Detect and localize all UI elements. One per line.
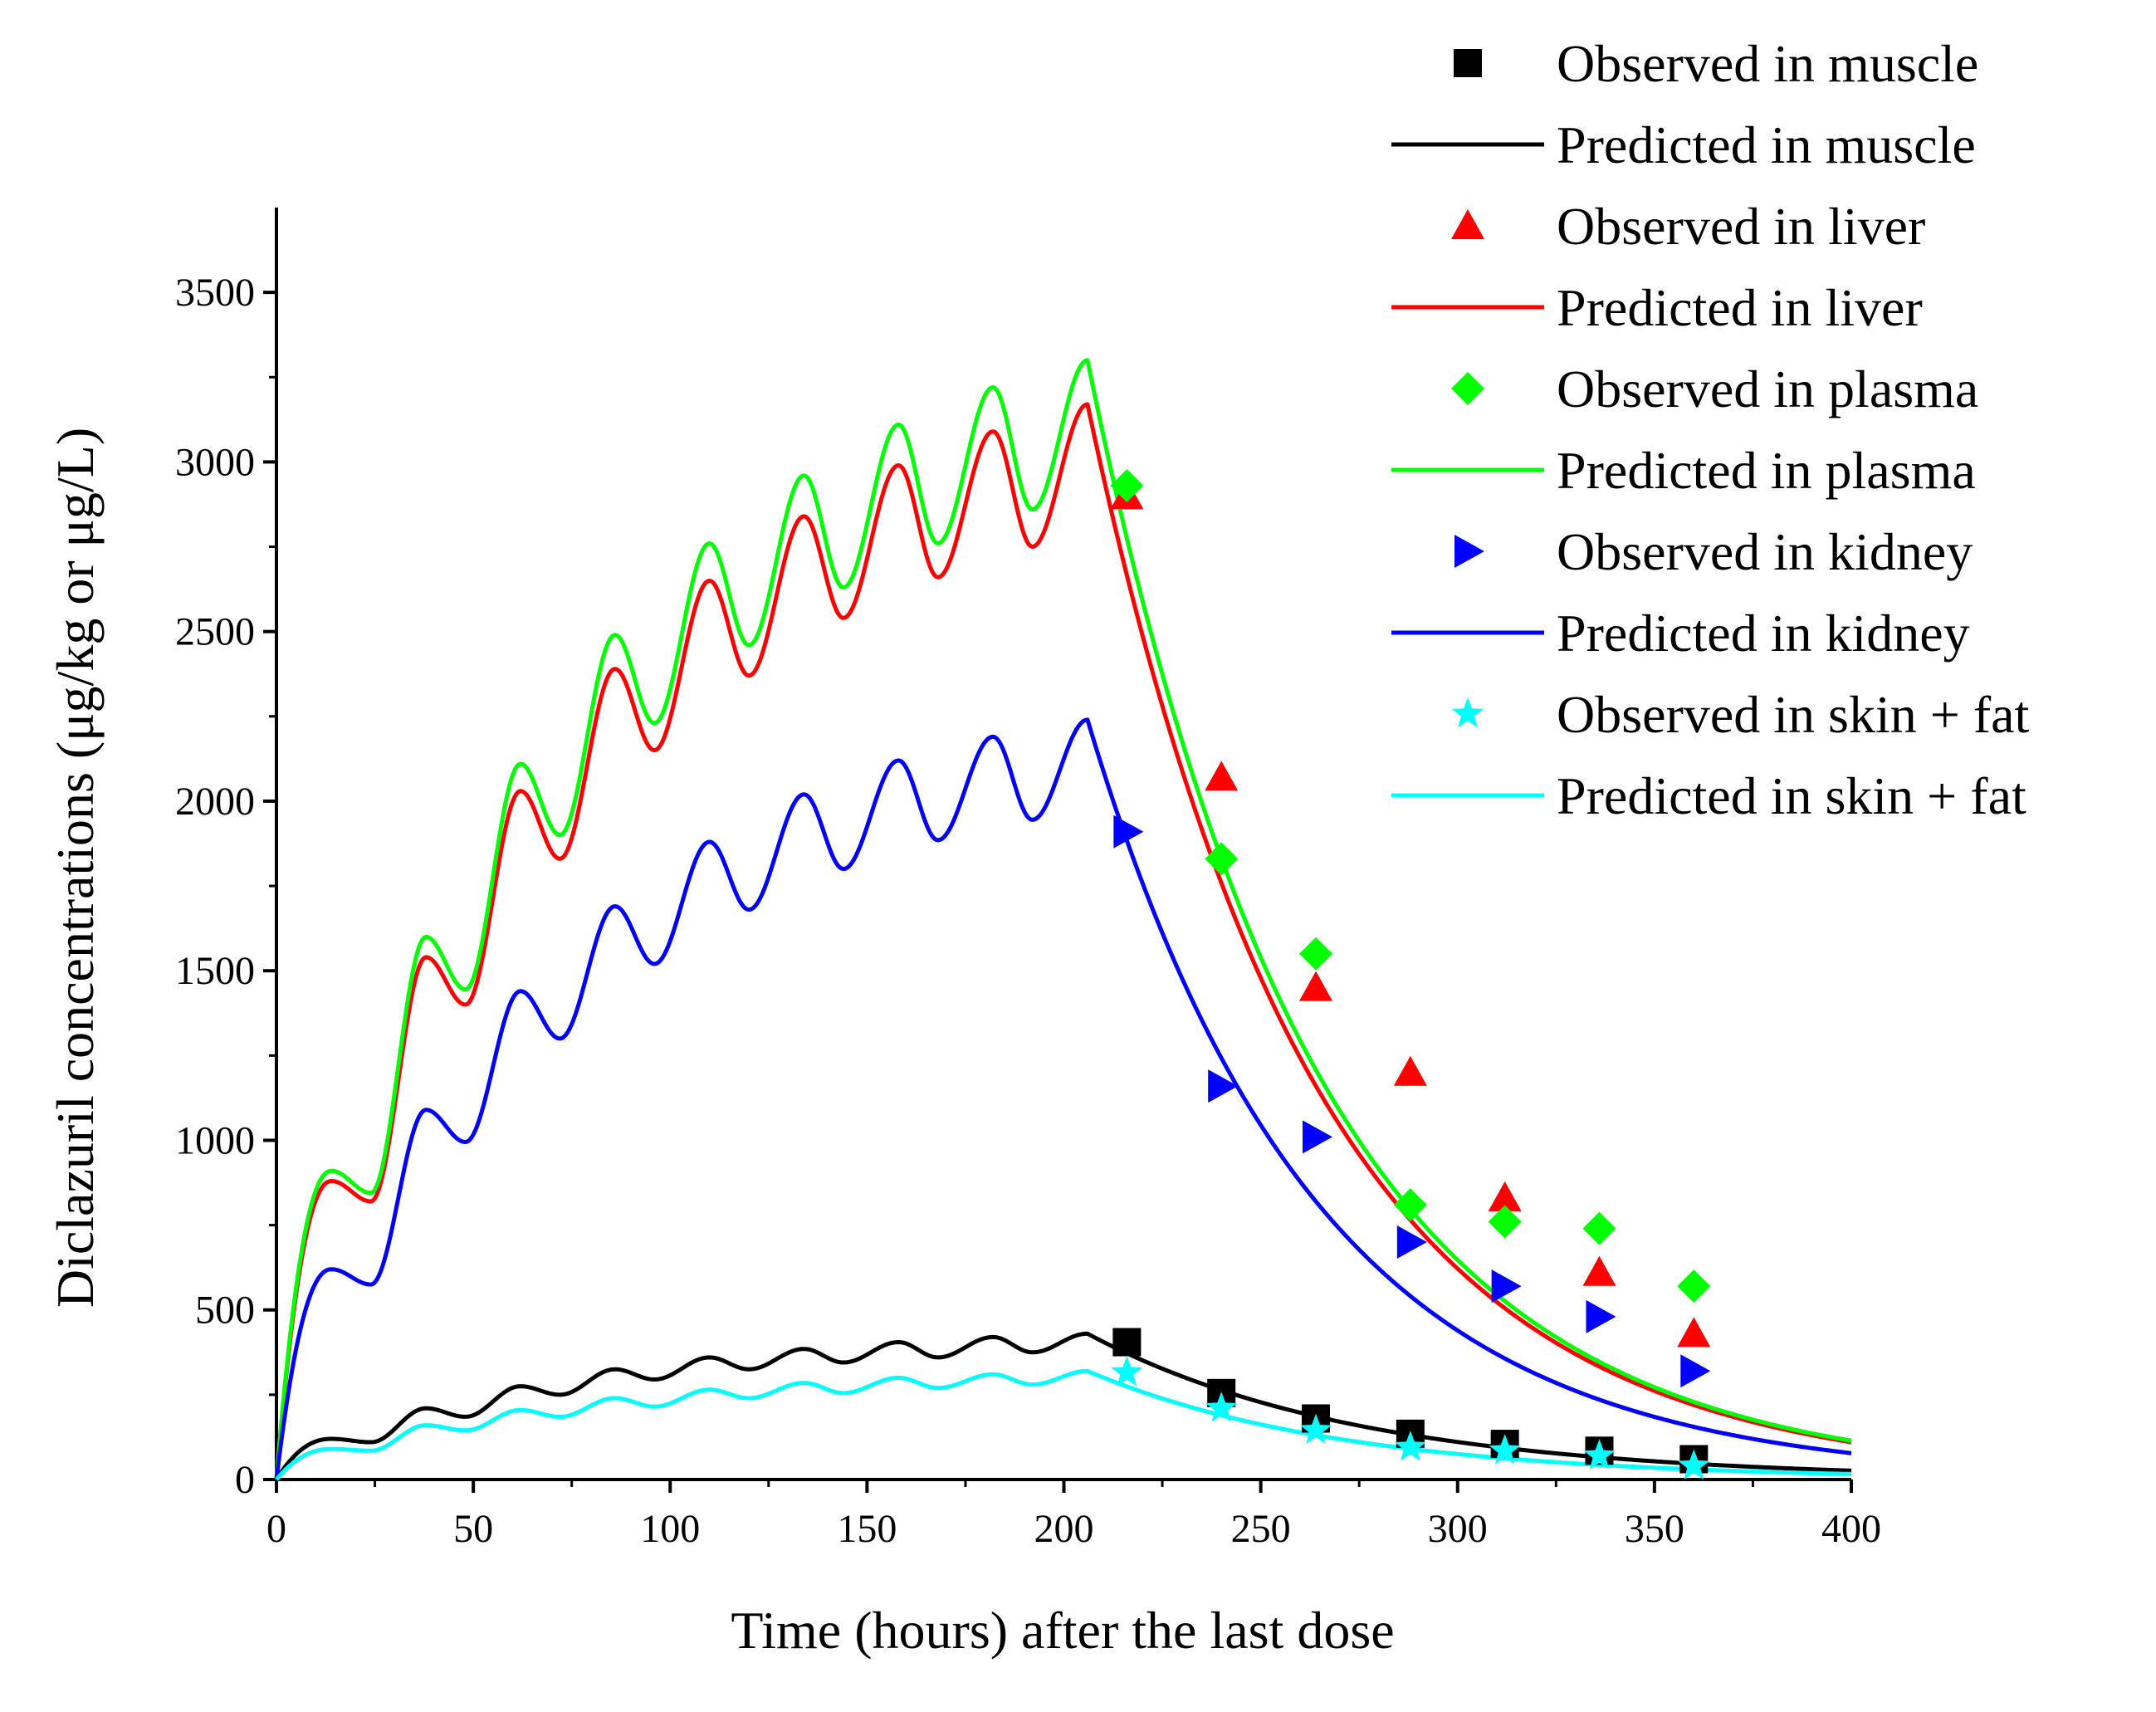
y-tick-label: 0 xyxy=(235,1458,255,1502)
observed-in-liver-point xyxy=(1488,1181,1522,1211)
legend-label: Predicted in kidney xyxy=(1557,604,1970,663)
legend-label: Predicted in liver xyxy=(1557,278,1923,337)
observed-in-skin-fat-point xyxy=(1583,1439,1616,1470)
legend-observed-in-kidney-marker xyxy=(1454,535,1484,568)
observed-in-liver-point xyxy=(1582,1255,1616,1286)
legend-label: Predicted in muscle xyxy=(1557,115,1976,174)
legend-label: Observed in kidney xyxy=(1557,522,1973,581)
legend-label: Observed in liver xyxy=(1557,197,1925,256)
observed-in-kidney-point xyxy=(1303,1120,1333,1154)
observed-points xyxy=(1110,468,1711,1480)
observed-in-plasma-point xyxy=(1582,1211,1616,1245)
legend-label: Predicted in skin + fat xyxy=(1557,766,2026,825)
observed-in-plasma-point xyxy=(1488,1205,1522,1239)
legend-observed-in-muscle-marker xyxy=(1454,49,1482,77)
y-tick-label: 2500 xyxy=(175,610,255,654)
observed-in-skin-fat-point xyxy=(1111,1356,1143,1387)
x-tick-label: 50 xyxy=(453,1507,493,1551)
legend-observed-in-plasma-marker xyxy=(1451,372,1484,405)
observed-in-kidney-point xyxy=(1396,1225,1427,1260)
x-tick-label: 100 xyxy=(640,1507,700,1551)
x-tick-label: 350 xyxy=(1625,1507,1684,1551)
x-tick-label: 0 xyxy=(266,1507,286,1551)
x-tick-label: 400 xyxy=(1821,1507,1881,1551)
x-tick-label: 300 xyxy=(1428,1507,1488,1551)
observed-in-liver-point xyxy=(1393,1055,1427,1086)
x-tick-label: 200 xyxy=(1034,1507,1094,1551)
observed-in-plasma-point xyxy=(1677,1269,1711,1304)
predicted-in-kidney-line xyxy=(274,717,1852,1480)
observed-in-kidney-point xyxy=(1586,1299,1616,1333)
legend: Observed in muscle Predicted in muscle Obs… xyxy=(1391,34,2030,825)
observed-in-kidney-point xyxy=(1680,1354,1711,1388)
y-tick-label: 1000 xyxy=(175,1118,255,1162)
y-tick-label: 500 xyxy=(195,1289,255,1333)
observed-in-plasma-point xyxy=(1299,937,1333,971)
legend-label: Observed in muscle xyxy=(1557,34,1978,93)
x-axis-title: Time (hours) after the last dose xyxy=(731,1601,1394,1660)
legend-label: Predicted in plasma xyxy=(1557,441,1976,500)
legend-label: Observed in plasma xyxy=(1557,360,1978,418)
observed-in-skin-fat-point xyxy=(1394,1431,1426,1461)
predicted-in-plasma-line xyxy=(274,358,1852,1480)
axes: 0 50 100 150 200 250 300 350 400 0 500 1000 1500 2000… xyxy=(175,208,1881,1551)
observed-in-liver-point xyxy=(1677,1317,1711,1348)
legend-observed-in-liver-marker xyxy=(1451,209,1484,239)
observed-in-plasma-point xyxy=(1393,1188,1427,1222)
predicted-in-liver-line xyxy=(274,402,1852,1480)
y-tick-label: 1500 xyxy=(175,949,255,993)
observed-in-kidney-point xyxy=(1491,1269,1522,1304)
observed-in-liver-point xyxy=(1205,761,1239,791)
legend-label: Observed in skin + fat xyxy=(1557,685,2030,744)
y-tick-label: 3000 xyxy=(175,440,255,484)
observed-in-plasma-point xyxy=(1205,842,1239,876)
y-axis-title: Diclazuril concentrations (μg/kg or μg/L… xyxy=(46,428,105,1308)
x-tick-label: 150 xyxy=(837,1507,897,1551)
observed-in-muscle-point xyxy=(1112,1328,1142,1357)
observed-in-kidney-point xyxy=(1208,1069,1239,1103)
y-tick-label: 3500 xyxy=(175,271,255,315)
y-tick-label: 2000 xyxy=(175,780,255,824)
observed-in-skin-fat-point xyxy=(1300,1413,1332,1444)
observed-in-skin-fat-point xyxy=(1205,1392,1238,1422)
observed-in-skin-fat-point xyxy=(1678,1449,1710,1480)
observed-in-skin-fat-point xyxy=(1489,1434,1521,1465)
observed-in-kidney-point xyxy=(1113,814,1144,849)
x-tick-label: 250 xyxy=(1231,1507,1291,1551)
legend-observed-in-skin-fat-marker xyxy=(1451,697,1484,728)
observed-in-liver-point xyxy=(1299,971,1333,1001)
observed-in-plasma-point xyxy=(1110,468,1144,502)
